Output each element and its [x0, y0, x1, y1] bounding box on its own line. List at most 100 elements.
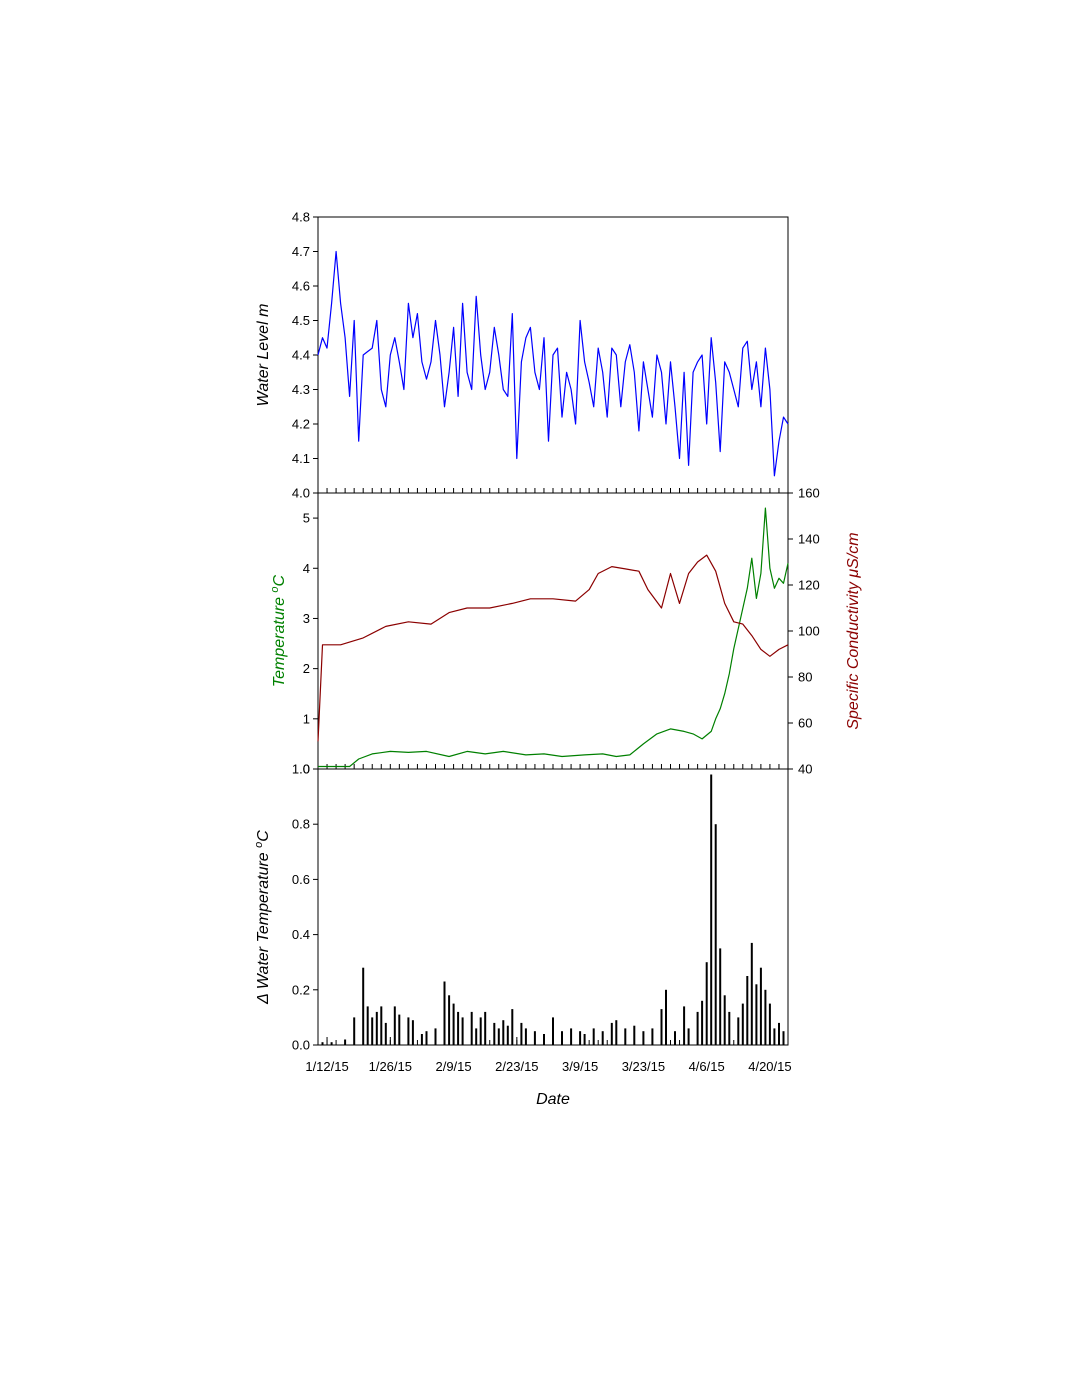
delta-bar	[321, 1042, 324, 1045]
delta-bar	[366, 1006, 369, 1045]
delta-bar	[764, 989, 767, 1045]
delta-bar	[615, 1020, 618, 1045]
delta-bar	[520, 1022, 523, 1045]
delta-bar	[393, 1006, 396, 1045]
delta-bar	[384, 1022, 387, 1045]
delta-bar	[660, 1009, 663, 1045]
delta-bar	[452, 1003, 455, 1045]
delta-bar	[723, 995, 726, 1045]
y-tick-label: 0	[303, 762, 310, 777]
delta-bar	[375, 1011, 378, 1045]
delta-bar	[330, 1042, 333, 1045]
delta-bar	[705, 962, 708, 1045]
delta-bar	[371, 1017, 374, 1045]
delta-bar	[759, 967, 762, 1045]
delta-bar	[497, 1028, 500, 1045]
y-tick-label: 2	[303, 661, 310, 676]
y-axis-title-water-level: Water Level m	[255, 304, 272, 407]
delta-bar	[710, 774, 713, 1045]
delta-bar	[778, 1022, 780, 1045]
delta-bar	[665, 989, 667, 1045]
delta-bar	[624, 1028, 627, 1045]
delta-bar	[750, 942, 753, 1045]
delta-bar	[683, 1006, 686, 1045]
delta-bar	[719, 948, 722, 1045]
delta-bar	[728, 1011, 731, 1045]
y-tick-label: 0.4	[292, 927, 310, 942]
temperature-series	[318, 507, 789, 768]
plot-frame-3	[317, 768, 789, 1046]
y2-tick-label: 40	[798, 762, 812, 777]
x-axis-title: Date	[536, 1091, 570, 1108]
delta-bar	[543, 1034, 545, 1045]
conductivity-series	[317, 554, 789, 742]
delta-bar	[570, 1028, 573, 1045]
delta-bar	[457, 1011, 460, 1045]
y-axis-title-temperature: Temperature oC	[269, 574, 288, 687]
delta-bar	[479, 1017, 482, 1045]
y-tick-label: 4.1	[292, 451, 310, 466]
y-tick-label: 4.0	[292, 486, 310, 501]
y-tick-label: 4.2	[292, 417, 310, 432]
delta-bar	[782, 1031, 785, 1045]
y-tick-label: 3	[303, 611, 310, 626]
delta-bar	[737, 1017, 740, 1045]
plot-frame-2	[317, 492, 789, 770]
x-tick-label: 3/9/15	[562, 1059, 598, 1074]
y-tick-label: 4.3	[292, 382, 310, 397]
y-tick-label: 4	[303, 561, 310, 576]
delta-bar	[533, 1031, 536, 1045]
y-tick-label: 0.2	[292, 982, 310, 997]
delta-bar	[524, 1028, 527, 1045]
delta-bar	[552, 1017, 554, 1045]
delta-bar	[502, 1020, 505, 1045]
delta-bar	[511, 1009, 514, 1045]
y-axis-title-conductivity: Specific Conductivity μS/cm	[845, 532, 862, 729]
delta-bar	[475, 1028, 478, 1045]
delta-bar	[407, 1017, 410, 1045]
delta-bar	[714, 824, 717, 1045]
delta-bar	[448, 995, 451, 1045]
delta-bar	[484, 1011, 487, 1045]
y-tick-label: 1	[303, 711, 310, 726]
x-tick-label: 2/9/15	[435, 1059, 471, 1074]
delta-bar	[362, 967, 365, 1045]
y2-tick-label: 100	[798, 624, 820, 639]
y-tick-label: 4.8	[292, 210, 310, 225]
x-tick-label: 4/20/15	[748, 1059, 791, 1074]
y2-tick-label: 140	[798, 532, 820, 547]
delta-bar	[470, 1011, 473, 1045]
delta-bar	[755, 984, 758, 1045]
delta-bar	[583, 1034, 586, 1045]
delta-bar	[610, 1022, 613, 1045]
delta-bar	[696, 1011, 699, 1045]
delta-bar	[592, 1028, 595, 1045]
y-tick-label: 1.0	[292, 762, 310, 777]
delta-bar	[768, 1003, 771, 1045]
x-tick-label: 1/26/15	[369, 1059, 412, 1074]
y2-tick-label: 80	[798, 670, 812, 685]
delta-bar	[443, 981, 446, 1045]
delta-bar	[493, 1022, 496, 1045]
delta-bar	[380, 1006, 383, 1045]
y2-tick-label: 60	[798, 716, 812, 731]
y-axis-title-delta-temp: Δ Water Temperature oC	[253, 830, 272, 1005]
delta-bar	[420, 1034, 423, 1045]
y-tick-label: 4.5	[292, 313, 310, 328]
delta-bar	[601, 1031, 604, 1045]
water-level-series	[317, 250, 789, 477]
delta-bar	[398, 1014, 401, 1045]
delta-bar	[434, 1028, 437, 1045]
delta-bar	[506, 1025, 509, 1045]
y-tick-label: 0.8	[292, 817, 310, 832]
x-tick-label: 4/6/15	[689, 1059, 725, 1074]
delta-bar	[344, 1039, 347, 1045]
y-tick-label: 0.6	[292, 872, 310, 887]
y-tick-label: 4.7	[292, 244, 310, 259]
delta-bar	[461, 1017, 464, 1045]
delta-bar	[741, 1003, 744, 1045]
delta-bar	[353, 1017, 356, 1045]
delta-bar	[425, 1031, 428, 1045]
delta-bar	[746, 976, 749, 1045]
